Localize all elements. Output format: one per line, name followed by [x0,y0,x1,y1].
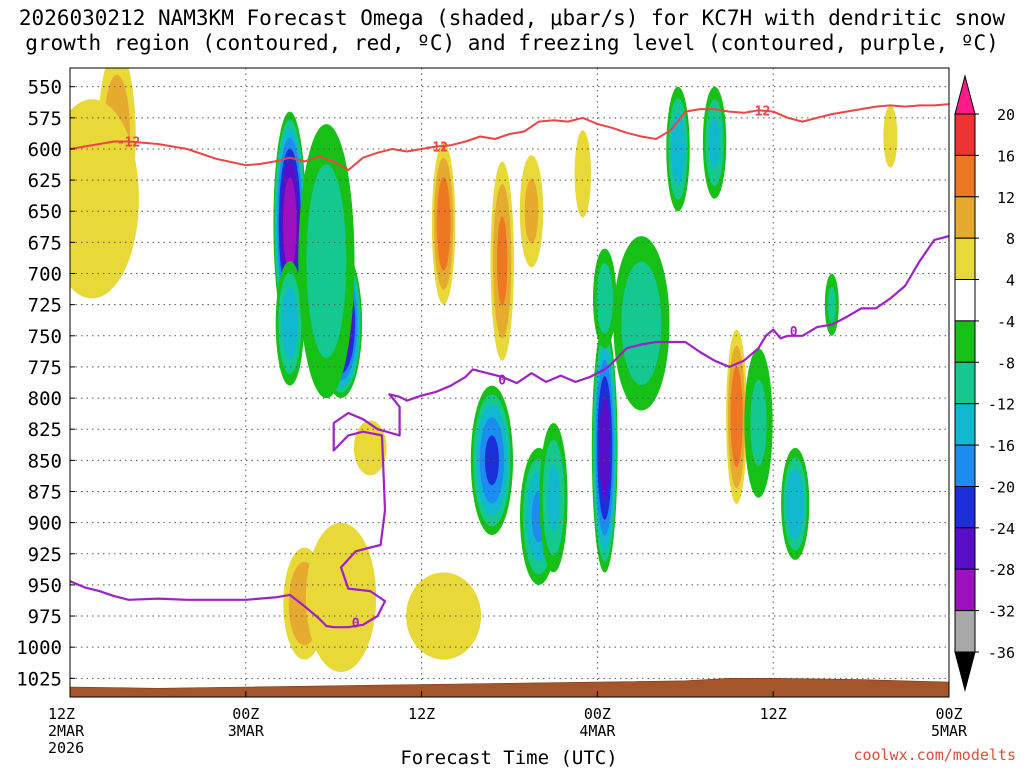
colorbar-label-3: 8 [1006,230,1015,248]
freezing-level-contour-label-1: 0 [498,373,506,388]
x-axis-title: Forecast Time (UTC) [400,747,617,768]
ytick-label-600: 600 [28,139,62,161]
colorbar-cell-4 [954,279,976,322]
colorbar-cell-6 [954,361,976,405]
xtick-label-12-0: 00Z [232,705,259,723]
colorbar-cell-5 [954,320,976,363]
ytick-label-825: 825 [28,419,62,441]
omega-blob-12-level--24 [599,397,610,499]
ytick-label-975: 975 [28,606,62,628]
colorbar-cell-3 [954,237,976,281]
colorbar-cell-8 [954,444,976,488]
xtick-label-0-0: 12Z [48,705,75,723]
omega-blob-20-level--8 [827,286,836,323]
colorbar-label-7: -12 [988,396,1015,414]
colorbar-label-5: -4 [997,313,1015,331]
freezing-level-contour-label-0: 0 [352,616,360,631]
title-line-1: 2026030212 NAM3KM Forecast Omega (shaded… [18,6,1006,30]
title-line-2: growth region (contoured, red, ºC) and f… [25,31,999,55]
colorbar-label-8: -16 [988,437,1015,455]
dgz-minus12-contour [70,103,949,172]
xtick-label-48-0: 12Z [760,705,787,723]
colorbar-cell-1 [954,154,976,198]
colorbar-cell-2 [954,196,976,239]
omega-blob-15-level--12 [671,113,685,185]
ytick-label-1000: 1000 [16,637,62,659]
credit-text: coolwx.com/modelts [853,746,1016,764]
ytick-label-700: 700 [28,264,62,286]
dgz-minus12-contour-label-2: -12 [747,104,770,119]
ytick-label-800: 800 [28,388,62,410]
colorbar-label-9: -20 [988,478,1015,496]
omega-blob-6-level-12 [436,177,451,271]
ytick-label-850: 850 [28,450,62,472]
omega-blob-22-level-4 [305,522,377,673]
omega-blob-19-level--12 [786,469,804,539]
ytick-label-775: 775 [28,357,62,379]
xtick-label-36-0: 00Z [584,705,611,723]
xtick-label-60-1: 5MAR [931,722,968,740]
ytick-label-575: 575 [28,108,62,130]
colorbar-label-6: -8 [997,354,1015,372]
omega-blob-7-level-12 [497,216,508,306]
xtick-label-36-1: 4MAR [579,722,616,740]
ytick-label-950: 950 [28,575,62,597]
omega-blob-5-level--8 [306,164,347,358]
ytick-label-925: 925 [28,544,62,566]
omega-blob-17-level-12 [730,366,743,468]
omega-blob-13-level--8 [596,263,613,334]
colorbar-cell-11 [954,568,976,612]
dgz-minus12-contour-label-1: -12 [425,140,448,155]
colorbar-label-0: 20 [997,106,1015,124]
colorbar-cell-10 [954,527,976,570]
ytick-label-625: 625 [28,170,62,192]
colorbar-label-13: -36 [988,644,1015,662]
dgz-minus12-contour-label-0: -12 [117,135,140,150]
xtick-label-0-1: 2MAR [48,722,85,740]
ytick-label-650: 650 [28,201,62,223]
freezing-level-contour [70,235,949,629]
omega-blob-26-level-4 [883,105,898,168]
colorbar-cell-12 [954,610,976,653]
omega-blob-18-level--8 [750,379,767,467]
colorbar-label-10: -24 [988,520,1015,538]
xtick-label-0-2: 2026 [48,739,84,757]
freezing-level-contour-label-2: 0 [790,325,798,340]
plot-frame [69,67,950,698]
omega-blob-24-level-4 [406,572,482,660]
omega-blob-8-level-8 [524,178,539,244]
omega-blob-14-level--8 [621,261,662,385]
colorbar-bottom-arrow [954,651,976,692]
colorbar-label-4: 4 [1006,272,1015,290]
ground-surface [70,678,949,697]
xtick-label-24-0: 12Z [408,705,435,723]
colorbar-label-1: 16 [997,147,1015,165]
colorbar-cell-9 [954,486,976,529]
colorbar-label-12: -32 [988,603,1015,621]
colorbar-label-11: -28 [988,561,1015,579]
ytick-label-725: 725 [28,295,62,317]
omega-blob-11-level--12 [547,464,560,532]
omega-blob-9-level--20 [484,435,499,486]
omega-blob-16-level--12 [709,117,720,168]
xtick-label-60-0: 00Z [935,705,962,723]
ytick-label-675: 675 [28,232,62,254]
omega-blob-3-level--12 [281,287,298,360]
ytick-label-900: 900 [28,513,62,535]
colorbar-cell-0 [954,113,976,156]
ytick-label-875: 875 [28,481,62,503]
ytick-label-550: 550 [28,77,62,99]
colorbar-cell-7 [954,403,976,446]
omega-blob-2-level--28 [283,177,297,271]
colorbar-label-2: 12 [997,189,1015,207]
colorbar-top-arrow [954,74,976,115]
ytick-label-750: 750 [28,326,62,348]
xtick-label-12-1: 3MAR [228,722,265,740]
ytick-label-1025: 1025 [16,668,62,690]
omega-blob-25-level-4 [574,130,591,218]
